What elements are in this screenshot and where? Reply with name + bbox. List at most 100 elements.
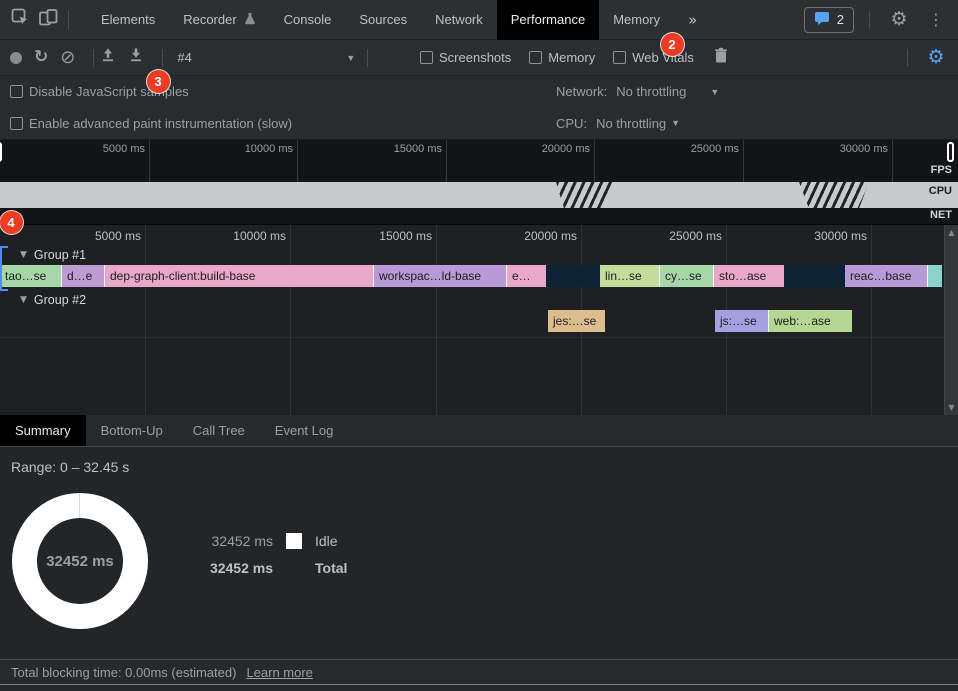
session-select[interactable]: #4 ▼ [169,50,361,65]
settings-button[interactable]: ⚙ [885,7,913,33]
advanced-paint-checkbox[interactable]: Enable advanced paint instrumentation (s… [10,116,292,131]
network-throttling-control[interactable]: Network: No throttling ▼ [556,84,719,99]
learn-more-link[interactable]: Learn more [246,664,313,680]
legend-label: Total [315,560,348,576]
cpu-idle-hatch [799,182,869,208]
tab-memory[interactable]: Memory [599,0,674,40]
checkbox-label: Screenshots [439,50,512,65]
tab-sources[interactable]: Sources [345,0,421,40]
collapse-triangle-icon[interactable]: ▼ [20,250,27,260]
tab-network[interactable]: Network [421,0,497,40]
inspect-cursor-icon [11,8,29,31]
tab-recorder[interactable]: Recorder [169,0,269,40]
overview-left-handle[interactable] [0,142,2,162]
flame-bar-lin-se[interactable]: lin…se [600,265,659,287]
checkbox-icon[interactable] [529,51,543,64]
tab-label: Performance [510,12,586,27]
tab-call-tree[interactable]: Call Tree [192,423,245,438]
timeline-tick-label: 15000 ms [379,229,432,243]
chevron-down-icon: ▼ [710,86,720,97]
divider [869,10,870,29]
group-label: Group #1 [33,248,87,262]
flame-bar-dep-graph-client-build-base[interactable]: dep-graph-client:build-base [104,265,373,287]
legend-row-idle: 32452 ms Idle [193,533,347,549]
gear-icon: ⚙ [890,8,908,30]
checkbox-icon[interactable] [10,85,23,98]
tab-event-log[interactable]: Event Log [274,423,334,438]
scroll-down-icon[interactable]: ▼ [948,403,955,412]
issues-counter[interactable]: 2 [803,6,854,33]
chat-icon [814,11,830,29]
checkbox-icon[interactable] [420,51,433,64]
gear-blue-icon: ⚙ [927,46,945,68]
overview-gridline [892,140,893,182]
vertical-scrollbar[interactable]: ▲ ▼ [944,225,958,415]
fps-lane-label: FPS [930,164,952,176]
flame-track[interactable]: ▲ ▼ 5000 ms 10000 ms 15000 ms 20000 ms 25000… [0,225,958,415]
session-label: #4 [177,50,192,65]
save-profile-button[interactable] [128,47,144,68]
tab-summary[interactable]: Summary [0,415,86,446]
scroll-up-icon[interactable]: ▲ [948,228,955,237]
flame-bar-d-e[interactable]: d…e [61,265,104,287]
overview-gridline [149,140,150,182]
flame-bar-e[interactable]: e… [506,265,546,287]
toolbar-checkbox-web-vitals[interactable]: Web Vitals [613,50,694,65]
overview-tick-label: 30000 ms [839,143,888,155]
overview[interactable]: FPS CPU NET 5000 ms 10000 ms 15000 ms 20000… [0,140,958,225]
inspect-element-button[interactable] [6,7,34,33]
flame-bar-js-se[interactable]: js:…se [715,310,768,332]
checkbox-icon[interactable] [613,51,627,64]
group-header-group-2[interactable]: ▼ Group #2 [0,290,86,310]
tab-elements[interactable]: Elements [87,0,169,40]
flame-bar-reac-base[interactable]: reac…base [845,265,927,287]
flame-row-group-2: jes:…se js:…se web:…ase [0,310,944,332]
tab-console[interactable]: Console [270,0,346,40]
clear-button[interactable]: ⊘ [60,48,75,67]
timeline-tick-label: 5000 ms [94,229,141,243]
load-profile-button[interactable] [100,47,116,68]
device-toolbar-button[interactable] [34,7,62,33]
flame-bar-workspac-ld-base[interactable]: workspac…ld-base [373,265,506,287]
overview-gridline [297,140,298,182]
network-value: No throttling [616,84,687,99]
annotation-badge-4: 4 [0,210,23,234]
overview-gridline [743,140,744,182]
capture-settings-button[interactable]: ⚙ [922,45,950,71]
flame-bar-cy-se[interactable]: cy…se [659,265,713,287]
network-label: Network: [556,84,608,99]
group-label: Group #2 [33,293,87,307]
flame-bar[interactable] [927,265,942,287]
reload-and-record-button[interactable]: ↻ [34,49,48,66]
toolbar-checkbox-screenshots[interactable]: Screenshots [420,50,511,65]
checkbox-icon[interactable] [10,116,23,130]
tab-performance[interactable]: Performance [496,0,600,40]
tab-bottom-up[interactable]: Bottom-Up [100,423,163,438]
timeline-tick-label: 30000 ms [814,229,867,243]
performance-toolbar: ↻ ⊘ #4 ▼ Scre [0,40,958,76]
annotation-badge-3: 3 [146,69,170,93]
flame-bar-tao-se[interactable]: tao…se [0,265,61,287]
tab-label: Memory [613,12,661,27]
overview-tick-label: 25000 ms [690,143,739,155]
more-options-button[interactable]: ⋮ [922,7,950,33]
divider [907,48,908,67]
flame-bar-jes-se[interactable]: jes:…se [548,310,605,332]
overview-right-handle[interactable] [947,142,954,162]
timeline-gridline [145,225,146,415]
toolbar-checkbox-memory[interactable]: Memory [529,50,595,65]
flame-bar-web-ase[interactable]: web:…ase [768,310,852,332]
net-lane-label: NET [930,209,952,221]
selection-bracket [0,246,8,291]
upload-icon [100,47,116,68]
tab-label: Elements [101,12,156,27]
record-button[interactable] [10,51,22,64]
delete-recording-button[interactable] [714,47,728,68]
more-tabs-button[interactable]: » [688,10,698,29]
flame-bar-sto-ase[interactable]: sto…ase [713,265,784,287]
cpu-lane-label: CPU [928,185,952,197]
group-header-group-1[interactable]: ▼ Group #1 [0,245,86,265]
cpu-throttling-control[interactable]: CPU: No throttling ▼ [556,116,680,131]
collapse-triangle-icon[interactable]: ▼ [20,295,27,305]
